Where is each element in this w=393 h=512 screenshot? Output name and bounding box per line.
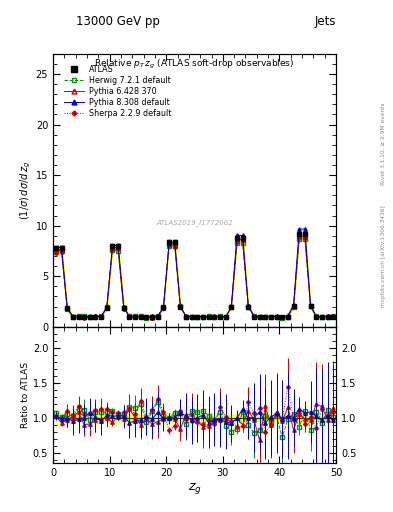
X-axis label: $z_g$: $z_g$ [187, 481, 202, 496]
Legend: ATLAS, Herwig 7.2.1 default, Pythia 6.428 370, Pythia 8.308 default, Sherpa 2.2.: ATLAS, Herwig 7.2.1 default, Pythia 6.42… [63, 63, 173, 119]
Text: 13000 GeV pp: 13000 GeV pp [76, 15, 160, 28]
Text: Rivet 3.1.10, ≥ 2.9M events: Rivet 3.1.10, ≥ 2.9M events [381, 102, 386, 185]
Y-axis label: $(1/\sigma)\,d\sigma/d\,z_g$: $(1/\sigma)\,d\sigma/d\,z_g$ [18, 161, 33, 220]
Text: Jets: Jets [314, 15, 336, 28]
Text: ATLAS2019_I1772062: ATLAS2019_I1772062 [156, 220, 233, 226]
Text: mcplots.cern.ch [arXiv:1306.3436]: mcplots.cern.ch [arXiv:1306.3436] [381, 205, 386, 307]
Text: Relative $p_T\,z_g$ (ATLAS soft-drop observables): Relative $p_T\,z_g$ (ATLAS soft-drop obs… [94, 58, 295, 71]
Y-axis label: Ratio to ATLAS: Ratio to ATLAS [21, 362, 30, 428]
